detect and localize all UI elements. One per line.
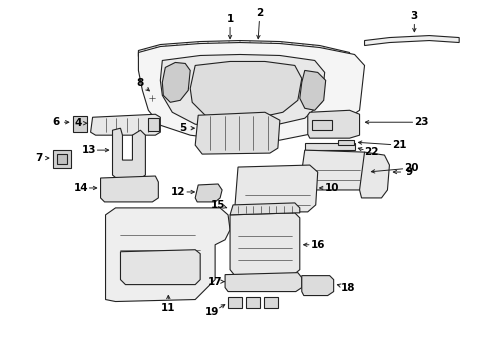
Text: 23: 23	[414, 117, 429, 127]
Polygon shape	[305, 143, 355, 150]
Polygon shape	[360, 152, 390, 198]
Text: 22: 22	[364, 147, 379, 157]
Polygon shape	[195, 184, 222, 202]
Polygon shape	[121, 250, 200, 285]
Polygon shape	[230, 213, 300, 275]
Polygon shape	[235, 165, 318, 212]
Polygon shape	[57, 154, 67, 164]
Polygon shape	[113, 128, 146, 180]
Polygon shape	[246, 297, 260, 307]
Text: 9: 9	[406, 167, 413, 177]
Text: 21: 21	[392, 140, 407, 150]
Text: 19: 19	[205, 307, 220, 318]
Polygon shape	[338, 140, 354, 145]
Text: 13: 13	[81, 145, 96, 155]
Text: 2: 2	[256, 8, 264, 18]
Circle shape	[147, 93, 157, 103]
Polygon shape	[308, 110, 360, 138]
Polygon shape	[228, 297, 242, 307]
Polygon shape	[105, 208, 230, 302]
Polygon shape	[138, 41, 349, 58]
Text: 3: 3	[411, 11, 418, 21]
Text: 16: 16	[311, 240, 325, 250]
Text: 4: 4	[75, 118, 82, 128]
Polygon shape	[73, 116, 87, 132]
Polygon shape	[53, 150, 71, 168]
Polygon shape	[160, 54, 325, 127]
Polygon shape	[225, 273, 302, 292]
Polygon shape	[148, 118, 159, 131]
Text: 12: 12	[171, 187, 186, 197]
Polygon shape	[230, 203, 300, 215]
Polygon shape	[365, 36, 459, 45]
Text: 7: 7	[35, 153, 43, 163]
Text: 20: 20	[404, 163, 418, 173]
Text: 8: 8	[137, 78, 144, 88]
Polygon shape	[162, 62, 190, 102]
Text: 5: 5	[180, 123, 187, 133]
Polygon shape	[195, 112, 280, 154]
Polygon shape	[300, 71, 326, 110]
Polygon shape	[138, 42, 365, 140]
Text: 18: 18	[341, 283, 355, 293]
Text: 14: 14	[74, 183, 88, 193]
Polygon shape	[91, 114, 160, 135]
Polygon shape	[264, 297, 278, 307]
Polygon shape	[312, 120, 332, 130]
Circle shape	[333, 117, 346, 131]
Polygon shape	[302, 276, 334, 296]
Text: 6: 6	[52, 117, 59, 127]
Text: 17: 17	[208, 276, 222, 287]
Polygon shape	[100, 176, 158, 202]
Text: 11: 11	[161, 302, 175, 312]
Text: 1: 1	[226, 14, 234, 24]
Polygon shape	[300, 150, 368, 190]
Text: 10: 10	[324, 183, 339, 193]
Polygon shape	[190, 62, 302, 119]
Text: 15: 15	[211, 200, 225, 210]
